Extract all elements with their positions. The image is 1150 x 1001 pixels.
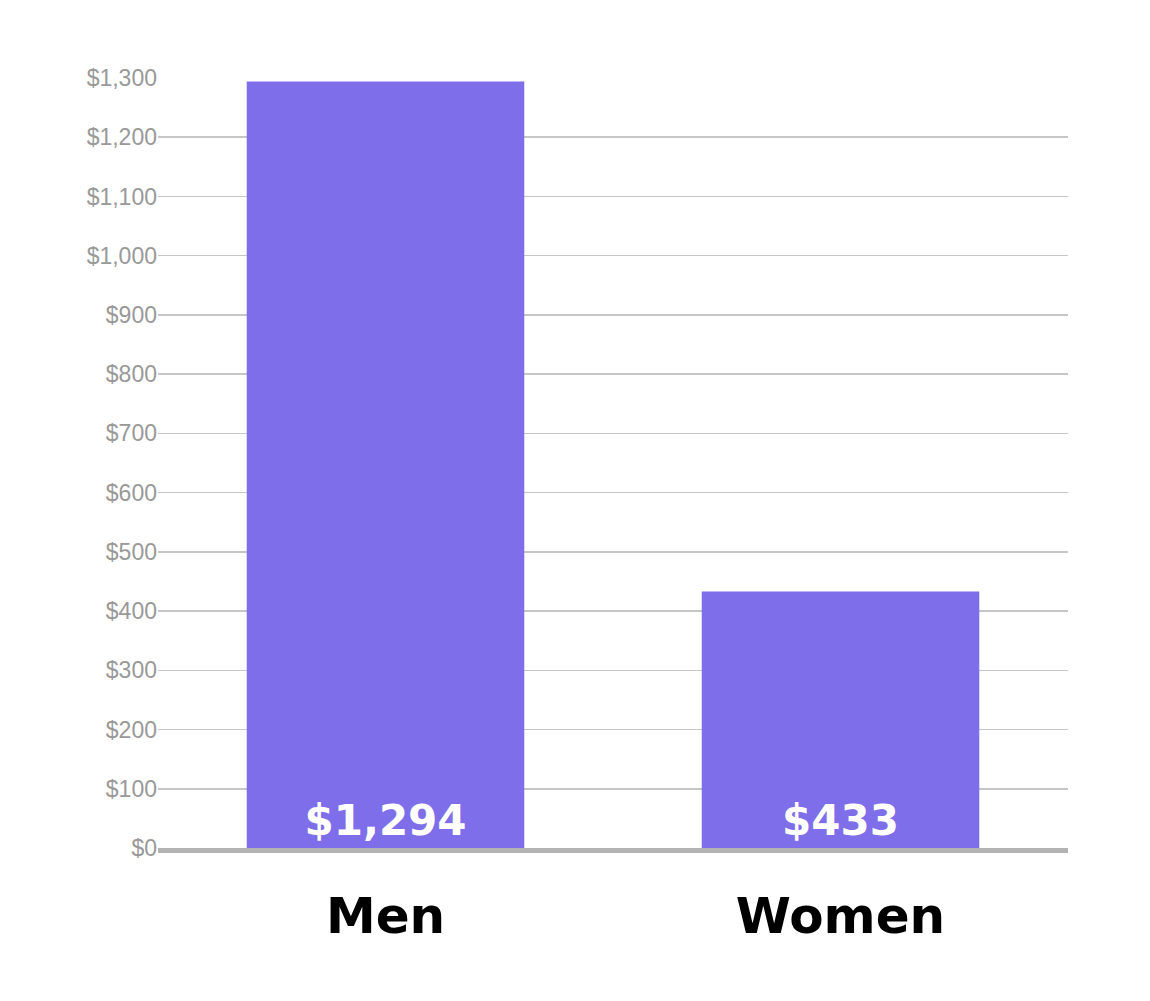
svg-text:$600: $600 — [106, 480, 157, 506]
svg-text:$300: $300 — [106, 657, 157, 683]
svg-text:$0: $0 — [131, 835, 157, 861]
svg-text:$900: $900 — [106, 302, 157, 328]
svg-text:$800: $800 — [106, 361, 157, 387]
svg-text:Men: Men — [326, 887, 445, 945]
svg-text:$1,200: $1,200 — [87, 124, 157, 150]
svg-text:$400: $400 — [106, 598, 157, 624]
svg-text:$500: $500 — [106, 539, 157, 565]
svg-text:$1,000: $1,000 — [87, 243, 157, 269]
svg-text:Women: Women — [736, 887, 945, 945]
svg-text:$100: $100 — [106, 776, 157, 802]
svg-text:$200: $200 — [106, 717, 157, 743]
svg-text:$433: $433 — [782, 796, 899, 845]
svg-text:$1,294: $1,294 — [304, 796, 466, 845]
svg-text:$1,300: $1,300 — [87, 65, 157, 91]
svg-text:$700: $700 — [106, 420, 157, 446]
svg-text:$1,100: $1,100 — [87, 184, 157, 210]
